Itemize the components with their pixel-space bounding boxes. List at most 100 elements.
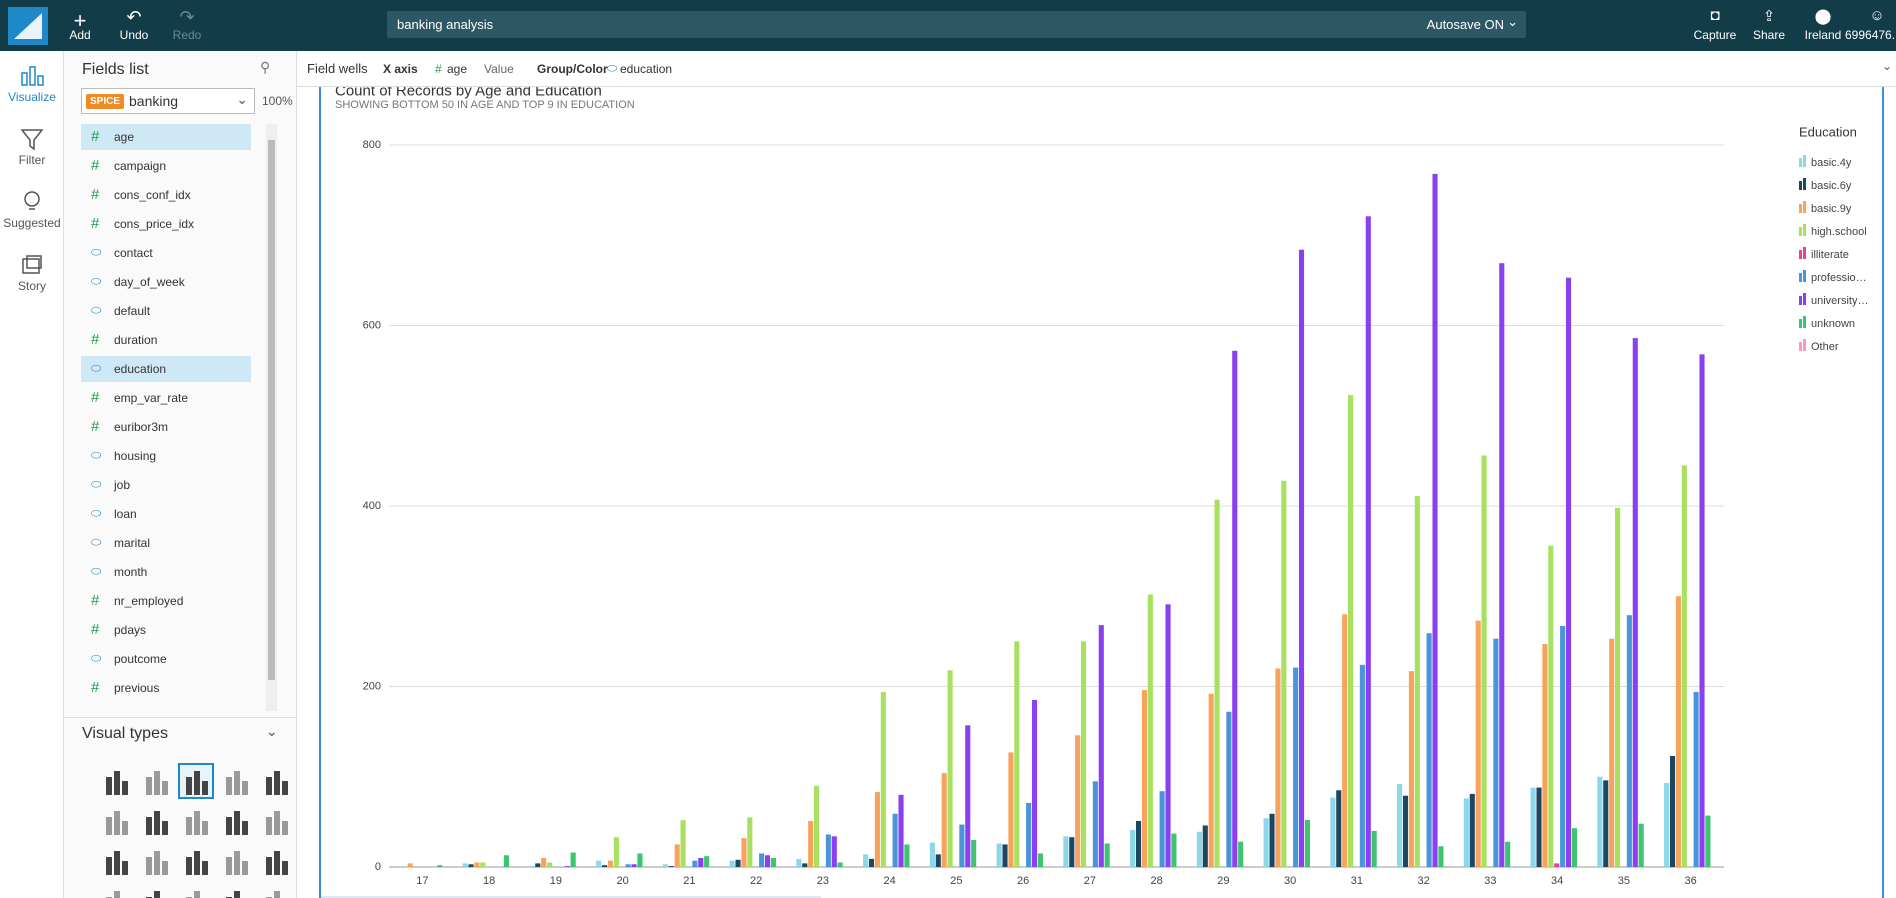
type-icon (274, 891, 280, 898)
bar (759, 853, 765, 867)
group-field[interactable]: education (620, 62, 673, 76)
visual-type[interactable] (146, 851, 168, 875)
scrollbar[interactable] (266, 124, 277, 711)
x-axis-well[interactable]: X axis (383, 62, 418, 76)
field-item[interactable]: # age (81, 124, 251, 150)
story-tab[interactable]: Story (17, 279, 46, 293)
field-item[interactable]: ⬭ day_of_week (81, 269, 251, 295)
legend-label[interactable]: basic.9y (1811, 203, 1852, 215)
field-item[interactable]: # emp_var_rate (81, 385, 251, 411)
collapse-icon[interactable]: ⌄ (266, 723, 278, 739)
field-item[interactable]: # nr_employed (81, 588, 251, 614)
add-button[interactable]: Add (69, 28, 91, 42)
field-item[interactable]: # duration (81, 327, 251, 353)
visual-type[interactable] (266, 891, 288, 898)
x-field[interactable]: age (447, 62, 468, 76)
legend-label[interactable]: illiterate (1811, 249, 1849, 261)
bar (1603, 780, 1609, 867)
field-item[interactable]: # campaign (81, 153, 251, 179)
bar (564, 866, 570, 867)
visual-type[interactable] (226, 771, 248, 795)
field-item[interactable]: ⬭ contact (81, 240, 251, 266)
visual-type[interactable] (266, 851, 288, 875)
visual-type[interactable] (226, 851, 248, 875)
region-button[interactable]: Ireland (1804, 28, 1842, 42)
type-icon (226, 817, 232, 835)
visual-type[interactable] (226, 811, 248, 835)
field-item[interactable]: ⬭ month (81, 559, 251, 585)
filter-tab[interactable]: Filter (18, 153, 46, 167)
x-scrollbar[interactable] (321, 896, 821, 898)
visual-type[interactable] (266, 771, 288, 795)
visual-type[interactable] (186, 811, 208, 835)
logo[interactable] (8, 7, 48, 45)
field-item[interactable]: # euribor3m (81, 414, 251, 440)
y-tick-label: 200 (363, 680, 381, 692)
field-item[interactable]: # cons_conf_idx (81, 182, 251, 208)
field-item[interactable]: ⬭ marital (81, 530, 251, 556)
group-well[interactable]: Group/Color (537, 62, 608, 76)
x-tick-label: 17 (416, 875, 428, 887)
autosave[interactable]: Autosave ON (1426, 17, 1504, 32)
bar (996, 843, 1002, 867)
legend-label[interactable]: university… (1811, 295, 1868, 307)
wells-expand[interactable]: ⌄ (1881, 59, 1892, 73)
bar (601, 865, 608, 867)
legend-label[interactable]: professio… (1811, 272, 1867, 284)
bar (462, 863, 468, 867)
field-icon: ⬭ (91, 477, 102, 491)
share-button[interactable]: Share (1752, 28, 1786, 42)
bar (1548, 545, 1554, 867)
x-tick-label: 30 (1284, 875, 1296, 887)
scrollbar-thumb[interactable] (268, 140, 275, 680)
visual-type[interactable] (186, 891, 208, 898)
visual-type[interactable] (146, 891, 168, 898)
redo-button[interactable]: Redo (172, 28, 202, 42)
value-well[interactable]: Value (484, 62, 514, 76)
bar (929, 842, 935, 867)
field-item[interactable]: ⬭ education (81, 356, 251, 382)
bar (535, 863, 541, 867)
field-item[interactable]: ⬭ job (81, 472, 251, 498)
dataset-dropdown[interactable]: SPICE banking ⌄ (81, 88, 255, 114)
field-item[interactable]: ⬭ default (81, 298, 251, 324)
bar (674, 844, 680, 867)
suggested-tab[interactable]: Suggested (3, 216, 61, 230)
visual-type[interactable] (186, 851, 208, 875)
visual-type[interactable] (146, 771, 168, 795)
visualize-tab[interactable]: Visualize (8, 90, 56, 104)
field-item[interactable]: ⬭ housing (81, 443, 251, 469)
visual-type[interactable] (106, 851, 128, 875)
field-item[interactable]: # previous (81, 675, 251, 701)
account-button[interactable]: 6996476. (1845, 28, 1896, 42)
legend-swatch (1803, 293, 1806, 305)
visual-type[interactable] (226, 891, 248, 898)
field-item[interactable]: ⬭ loan (81, 501, 251, 527)
legend-label[interactable]: unknown (1811, 318, 1855, 330)
chart-subtitle: SHOWING BOTTOM 50 IN AGE AND TOP 9 IN ED… (335, 99, 635, 111)
visual-type[interactable] (106, 811, 128, 835)
legend-swatch (1803, 201, 1806, 213)
legend-label[interactable]: basic.4y (1811, 157, 1852, 169)
visual-type[interactable] (106, 771, 128, 795)
legend-label[interactable]: Other (1811, 341, 1839, 353)
legend-swatch (1799, 158, 1802, 167)
bar (1002, 844, 1008, 867)
bar (1130, 829, 1136, 867)
undo-button[interactable]: Undo (119, 28, 149, 42)
visual-type[interactable] (106, 891, 128, 898)
fields-search[interactable]: ⚲ (260, 59, 271, 75)
field-item[interactable]: # pdays (81, 617, 251, 643)
legend-label[interactable]: high.school (1811, 226, 1867, 238)
bar (837, 862, 843, 867)
visual-type[interactable] (146, 811, 168, 835)
capture-button[interactable]: Capture (1693, 28, 1737, 42)
field-item[interactable]: ⬭ poutcome (81, 646, 251, 672)
visual-type[interactable] (186, 771, 208, 795)
visual-type[interactable] (266, 811, 288, 835)
field-item[interactable]: # cons_price_idx (81, 211, 251, 237)
bar (662, 864, 668, 867)
search-bar[interactable]: banking analysis Autosave ON ⌄ (387, 11, 1526, 38)
legend-label[interactable]: basic.6y (1811, 180, 1852, 192)
